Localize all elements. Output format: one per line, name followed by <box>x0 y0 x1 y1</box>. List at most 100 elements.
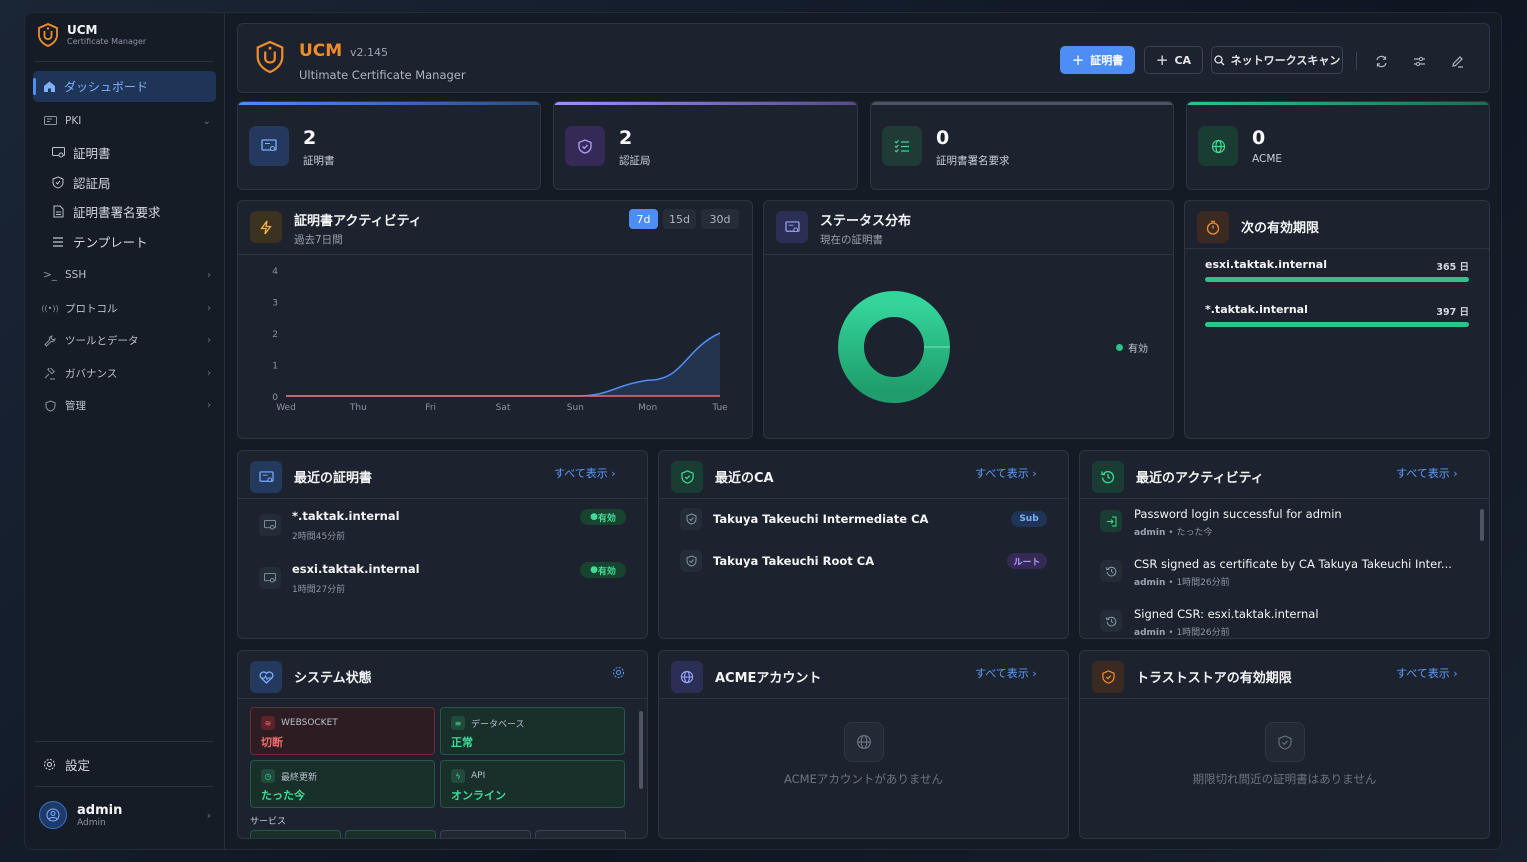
view-all-link[interactable]: すべて表示 › <box>1396 465 1458 481</box>
stat-card-certificates[interactable]: 2 証明書 <box>237 101 541 190</box>
page-title: UCM <box>299 41 343 61</box>
settings-button[interactable]: 設定 <box>43 755 90 774</box>
link-label: すべて表示 <box>1396 467 1450 480</box>
sidebar-item-certificates[interactable]: 証明書 <box>51 143 111 162</box>
chevron-right-icon: › <box>207 303 211 314</box>
view-all-link[interactable]: すべて表示 › <box>975 665 1037 681</box>
divider <box>1356 52 1357 70</box>
stat-card-cas[interactable]: 2 認証局 <box>553 101 858 190</box>
view-all-link[interactable]: すべて表示 › <box>975 465 1037 481</box>
view-all-link[interactable]: すべて表示 › <box>1396 665 1458 681</box>
tile-value: 正常 <box>451 736 473 749</box>
sidebar-section-governance[interactable]: ガバナンス › <box>43 366 211 381</box>
sidebar-section-pki[interactable]: PKI ⌄ <box>43 114 211 128</box>
stat-card-csr[interactable]: 0 証明書署名要求 <box>870 101 1174 190</box>
series-area <box>286 333 720 396</box>
new-certificate-button[interactable]: + 証明書 <box>1060 46 1135 74</box>
radio-icon: ((•)) <box>41 304 59 313</box>
network-scan-button[interactable]: ネットワークスキャン <box>1211 46 1343 74</box>
range-tab-15d[interactable]: 15d <box>663 209 696 229</box>
refresh-icon[interactable] <box>1373 53 1389 69</box>
truststore-expiry-panel: トラストストアの有効期限 すべて表示 › 期限切れ間近の証明書はありません <box>1079 650 1490 839</box>
stat-accent <box>1187 102 1489 105</box>
chevron-right-icon: › <box>611 467 616 480</box>
x-tick-label: Mon <box>638 403 657 413</box>
divider <box>238 498 647 499</box>
sidebar-section-label: ツールとデータ <box>65 335 139 347</box>
x-tick-label: Wed <box>276 403 296 413</box>
scrollbar-thumb[interactable] <box>639 711 643 789</box>
activity-user: admin <box>1134 528 1166 538</box>
sidebar-item-ca[interactable]: 認証局 <box>51 173 111 192</box>
separator-dot: • <box>1168 528 1174 538</box>
stat-label: ACME <box>1252 153 1283 165</box>
status-tile-websocket: ≋ WEBSOCKET 切断 <box>250 707 435 755</box>
status-tile-last-update: ◷ 最終更新 たった今 <box>250 760 435 808</box>
history-icon <box>1100 560 1122 582</box>
certificate-icon <box>259 514 281 536</box>
x-tick-label: Thu <box>349 403 367 413</box>
panel-title: システム状態 <box>294 671 372 686</box>
sidebar-section-label: 管理 <box>65 400 86 412</box>
activity-line-chart: 0 1 2 3 4 Wed Thu Fri Sat Sun Mon Tue <box>272 267 728 413</box>
plus-icon: + <box>1155 51 1169 69</box>
range-tab-30d[interactable]: 30d <box>701 209 739 229</box>
x-tick-label: Sat <box>496 403 511 413</box>
expiry-name: *.taktak.internal <box>1205 303 1308 316</box>
avatar <box>39 801 67 829</box>
database-icon: ≡ <box>451 716 465 730</box>
chevron-right-icon: › <box>207 400 211 411</box>
sliders-icon[interactable] <box>1411 53 1427 69</box>
sidebar-item-templates[interactable]: テンプレート <box>51 232 148 251</box>
tile-value: 切断 <box>261 736 283 749</box>
file-icon <box>51 205 65 219</box>
panel-subtitle: 過去7日間 <box>294 234 343 246</box>
empty-state-text: ACMEアカウントがありません <box>783 772 944 786</box>
gear-icon <box>43 758 56 771</box>
view-all-link[interactable]: すべて表示 › <box>554 465 616 481</box>
divider <box>35 741 213 742</box>
new-ca-button[interactable]: + CA <box>1144 46 1203 74</box>
plus-icon: + <box>1071 51 1085 69</box>
cert-name: *.taktak.internal <box>292 509 400 523</box>
stat-value: 2 <box>619 127 633 149</box>
shield-check-icon <box>1265 722 1305 762</box>
brand[interactable]: UCM Certificate Manager <box>37 23 146 47</box>
expiry-name: esxi.taktak.internal <box>1205 258 1327 271</box>
sidebar-section-protocols[interactable]: ((•)) プロトコル › <box>41 301 211 316</box>
stat-value: 0 <box>1252 127 1266 149</box>
cert-name: esxi.taktak.internal <box>292 562 420 576</box>
acme-accounts-panel: ACMEアカウント すべて表示 › ACMEアカウントがありません <box>658 650 1069 839</box>
sidebar-item-csr[interactable]: 証明書署名要求 <box>51 202 161 221</box>
sidebar-section-ssh[interactable]: >_ SSH › <box>43 268 211 282</box>
shield-check-icon <box>1092 661 1124 693</box>
panel-title: 証明書アクティビティ <box>294 214 422 229</box>
shield-check-icon <box>671 461 703 493</box>
activity-text: Password login successful for admin <box>1134 507 1342 521</box>
service-tile <box>440 830 531 838</box>
stat-card-acme[interactable]: 0 ACME <box>1186 101 1490 190</box>
sidebar-item-dashboard[interactable]: ダッシュボード <box>33 71 216 102</box>
expiry-days: 365 日 <box>1436 262 1469 273</box>
edit-icon[interactable] <box>1449 53 1465 69</box>
timer-icon <box>1197 211 1229 243</box>
scrollbar-thumb[interactable] <box>1480 509 1484 541</box>
certificate-icon <box>776 211 808 243</box>
status-dot: ● <box>590 512 598 522</box>
separator-dot: • <box>1168 578 1174 588</box>
chevron-right-icon: › <box>207 335 211 346</box>
stat-accent <box>238 102 540 105</box>
user-menu[interactable]: admin Admin › <box>39 801 211 829</box>
history-icon <box>1100 610 1122 632</box>
chevron-right-icon: › <box>1032 667 1037 680</box>
range-tab-7d[interactable]: 7d <box>629 209 658 229</box>
sidebar-section-tools[interactable]: ツールとデータ › <box>43 333 211 348</box>
chevron-right-icon: › <box>207 269 211 281</box>
link-label: すべて表示 <box>975 467 1029 480</box>
x-tick-label: Tue <box>711 403 728 413</box>
service-tile <box>250 830 341 838</box>
brand-name: UCM <box>67 23 98 37</box>
sidebar-section-admin[interactable]: 管理 › <box>43 398 211 413</box>
gear-icon[interactable] <box>612 666 625 679</box>
y-tick-label: 0 <box>272 393 278 403</box>
